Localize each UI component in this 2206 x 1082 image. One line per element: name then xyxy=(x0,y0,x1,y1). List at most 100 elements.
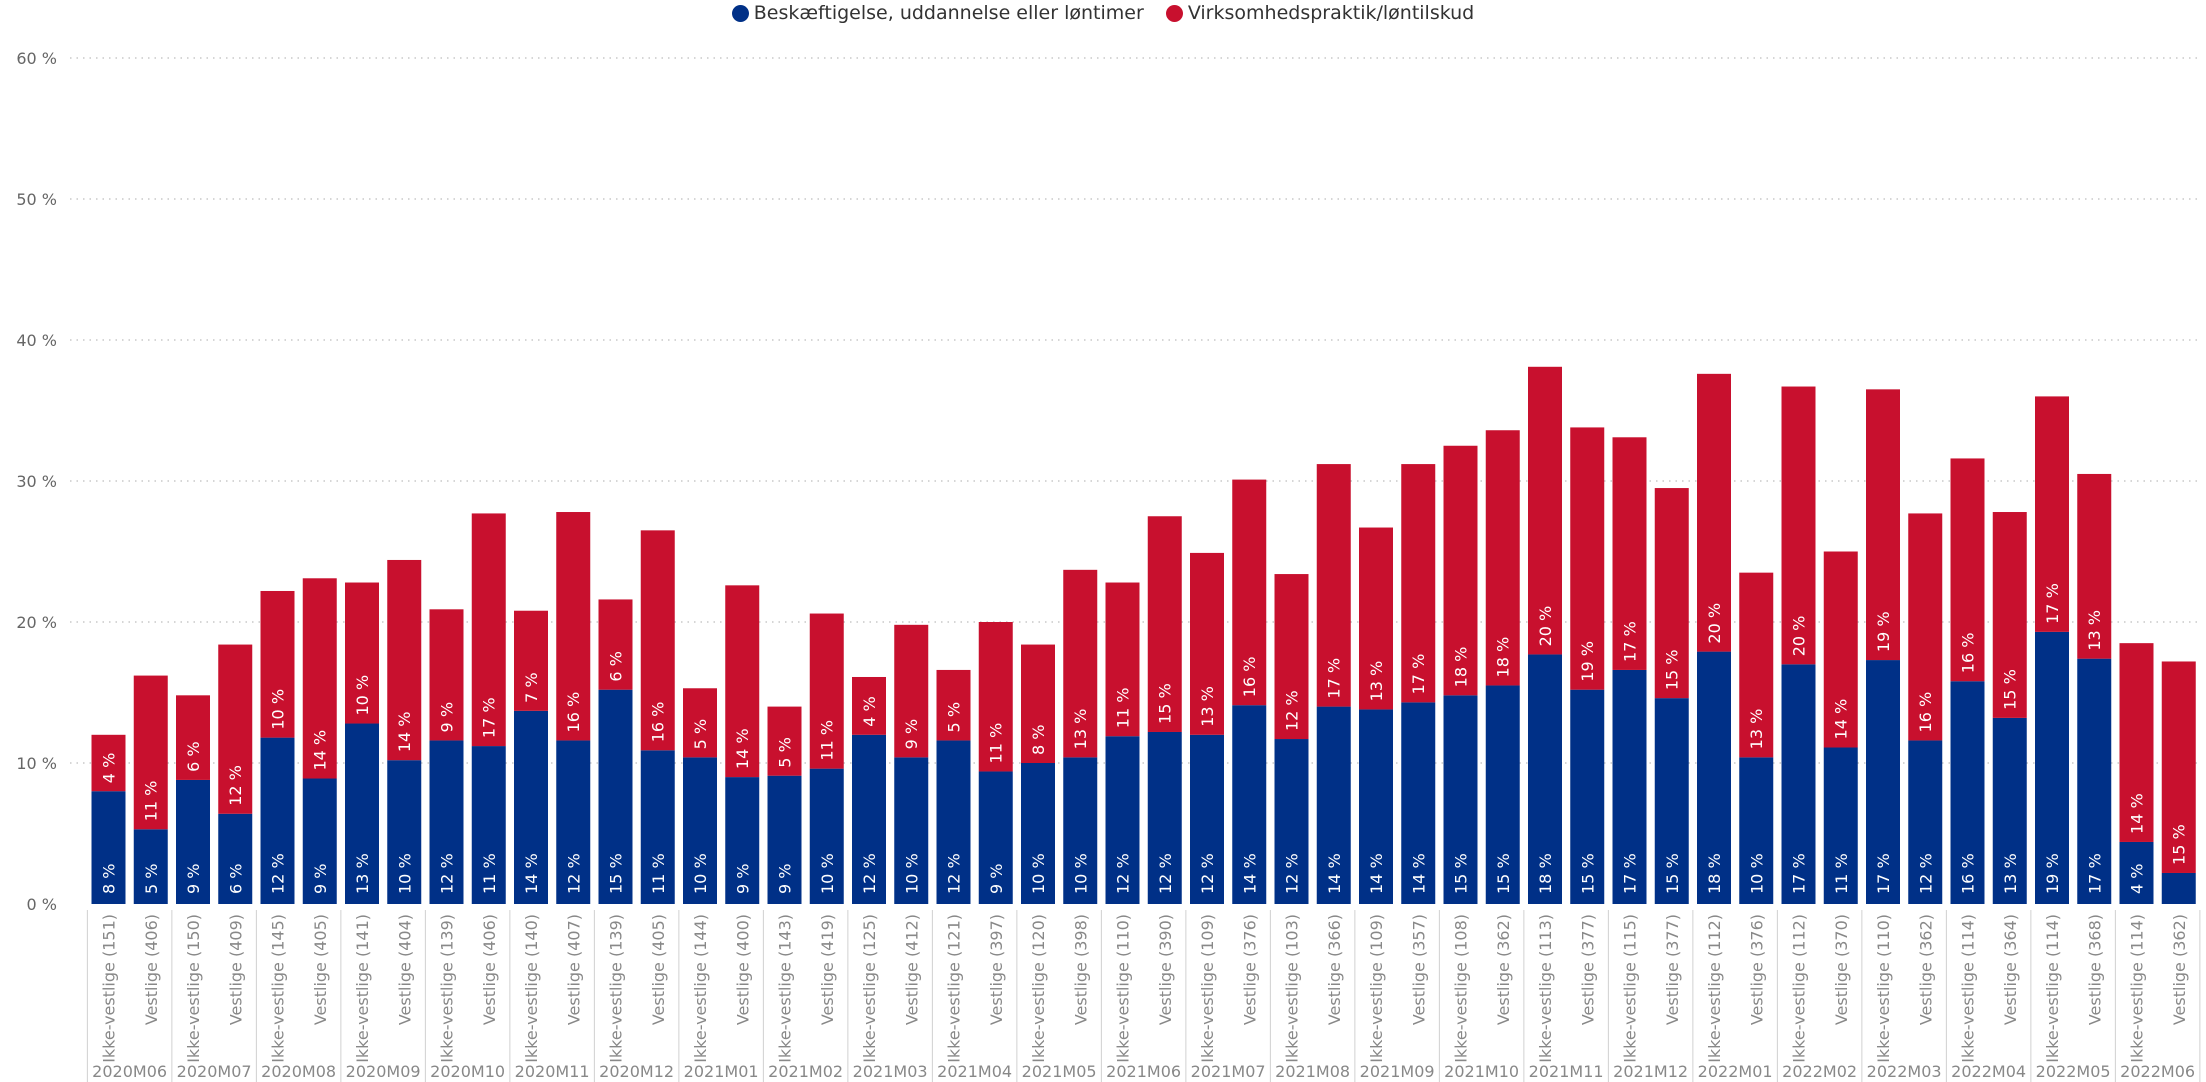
x-category-label: Ikke-vestlige (125) xyxy=(860,914,879,1063)
data-label-employment: 5 % xyxy=(142,864,161,894)
bar-segment-internship xyxy=(1401,464,1436,703)
x-category-label: Vestlige (405) xyxy=(311,914,330,1025)
x-group-label: 2022M06 xyxy=(2120,1062,2195,1081)
legend: Beskæftigelse, uddannelse eller løntimer… xyxy=(0,2,2206,27)
bar-segment-internship xyxy=(1781,386,1816,665)
x-category-label: Ikke-vestlige (114) xyxy=(2043,914,2062,1063)
bar-segment-internship xyxy=(556,512,591,741)
data-label-internship: 14 % xyxy=(2128,793,2147,834)
data-label-employment: 15 % xyxy=(1494,853,1513,894)
bar-segment-internship xyxy=(345,582,379,724)
bar-segment-internship xyxy=(1147,516,1182,732)
data-label-internship: 5 % xyxy=(945,702,964,732)
x-category-label: Vestlige (412) xyxy=(902,914,921,1025)
bar-segment-employment xyxy=(1274,739,1309,904)
x-category-label: Ikke-vestlige (109) xyxy=(1198,914,1217,1063)
x-category-label: Ikke-vestlige (121) xyxy=(945,914,964,1063)
x-group-label: 2021M10 xyxy=(1444,1062,1519,1081)
x-group-label: 2022M02 xyxy=(1782,1062,1857,1081)
bar-segment-internship xyxy=(809,613,844,769)
bar-segment-internship xyxy=(514,610,548,711)
y-tick-label: 40 % xyxy=(16,331,57,350)
x-category-label: Vestlige (362) xyxy=(2170,914,2189,1025)
bar-segment-internship xyxy=(1232,479,1267,706)
legend-label-employment: Beskæftigelse, uddannelse eller løntimer xyxy=(753,2,1144,24)
bar-segment-internship xyxy=(1612,437,1647,670)
data-label-internship: 11 % xyxy=(818,720,837,761)
data-label-employment: 11 % xyxy=(1832,853,1851,894)
bar-segment-employment xyxy=(1190,734,1224,904)
bar-segment-employment xyxy=(1528,654,1562,904)
data-label-internship: 11 % xyxy=(1114,688,1133,729)
data-label-employment: 10 % xyxy=(1029,853,1048,894)
legend-item-employment[interactable]: Beskæftigelse, uddannelse eller løntimer xyxy=(731,2,1144,24)
x-group-label: 2020M09 xyxy=(346,1062,421,1081)
data-label-employment: 18 % xyxy=(1536,853,1555,894)
bar-segment-employment xyxy=(1823,747,1858,904)
data-label-internship: 7 % xyxy=(522,672,541,702)
bar-segment-employment xyxy=(1992,717,2027,904)
data-label-internship: 4 % xyxy=(100,753,119,783)
data-label-employment: 15 % xyxy=(1663,853,1682,894)
bar-segment-employment xyxy=(683,757,717,904)
data-label-employment: 11 % xyxy=(649,853,668,894)
data-label-internship: 9 % xyxy=(438,702,457,732)
bar-segment-employment xyxy=(894,757,929,904)
bar-segment-employment xyxy=(1401,702,1436,904)
bar-segment-employment xyxy=(809,768,844,904)
bar-segment-employment xyxy=(2035,631,2069,904)
bar-segment-internship xyxy=(1105,582,1140,737)
x-category-label: Vestlige (404) xyxy=(395,914,414,1025)
data-label-internship: 14 % xyxy=(311,730,330,771)
x-group-label: 2021M06 xyxy=(1106,1062,1181,1081)
data-label-internship: 15 % xyxy=(2170,824,2189,865)
bar-segment-internship xyxy=(133,675,168,830)
x-group-label: 2020M11 xyxy=(515,1062,590,1081)
legend-label-internship: Virksomhedspraktik/løntilskud xyxy=(1187,2,1475,24)
x-category-label: Vestlige (370) xyxy=(1832,914,1851,1025)
data-label-internship: 20 % xyxy=(1705,603,1724,644)
bar-segment-employment xyxy=(1063,757,1098,904)
data-label-internship: 13 % xyxy=(1071,709,1090,750)
bar-segment-internship xyxy=(978,622,1013,772)
bar-segment-internship xyxy=(2077,473,2112,659)
data-label-employment: 15 % xyxy=(1578,853,1597,894)
x-category-label: Ikke-vestlige (139) xyxy=(607,914,626,1063)
bar-segment-employment xyxy=(218,813,253,904)
bar-segment-internship xyxy=(936,669,971,741)
x-group-label: 2021M11 xyxy=(1529,1062,1604,1081)
x-category-label: Ikke-vestlige (110) xyxy=(1114,914,1133,1063)
x-category-label: Ikke-vestlige (114) xyxy=(1959,914,1978,1063)
x-category-label: Ikke-vestlige (108) xyxy=(1452,914,1471,1063)
bar-segment-internship xyxy=(640,530,675,751)
bar-segment-employment xyxy=(1654,698,1689,904)
bar-segment-internship xyxy=(1528,366,1562,655)
bar-segment-employment xyxy=(1147,731,1182,904)
data-label-internship: 8 % xyxy=(1029,725,1048,755)
bar-segment-internship xyxy=(1654,488,1689,699)
x-category-label: Vestlige (376) xyxy=(1747,914,1766,1025)
bar-segment-internship xyxy=(725,585,760,778)
bar-segment-internship xyxy=(2035,396,2069,632)
data-label-employment: 9 % xyxy=(184,864,203,894)
bar-segment-internship xyxy=(1823,551,1858,748)
bar-segment-employment xyxy=(978,771,1013,904)
bar-segment-internship xyxy=(1063,569,1098,758)
data-label-employment: 12 % xyxy=(1156,853,1175,894)
data-label-internship: 11 % xyxy=(987,723,1006,764)
data-label-employment: 17 % xyxy=(1874,853,1893,894)
bar-segment-employment xyxy=(767,775,802,904)
data-label-employment: 14 % xyxy=(1240,853,1259,894)
x-category-label: Ikke-vestlige (150) xyxy=(184,914,203,1063)
bar-segment-employment xyxy=(640,750,675,904)
data-label-internship: 19 % xyxy=(1578,641,1597,682)
data-label-internship: 15 % xyxy=(1663,649,1682,690)
bar-segment-internship xyxy=(2119,643,2154,842)
bar-segment-employment xyxy=(176,779,210,904)
data-label-employment: 14 % xyxy=(1367,853,1386,894)
data-label-internship: 10 % xyxy=(269,689,288,730)
bar-segment-employment xyxy=(1359,709,1393,904)
legend-item-internship[interactable]: Virksomhedspraktik/løntilskud xyxy=(1165,2,1475,24)
data-label-employment: 15 % xyxy=(607,853,626,894)
x-category-label: Ikke-vestlige (145) xyxy=(269,914,288,1063)
